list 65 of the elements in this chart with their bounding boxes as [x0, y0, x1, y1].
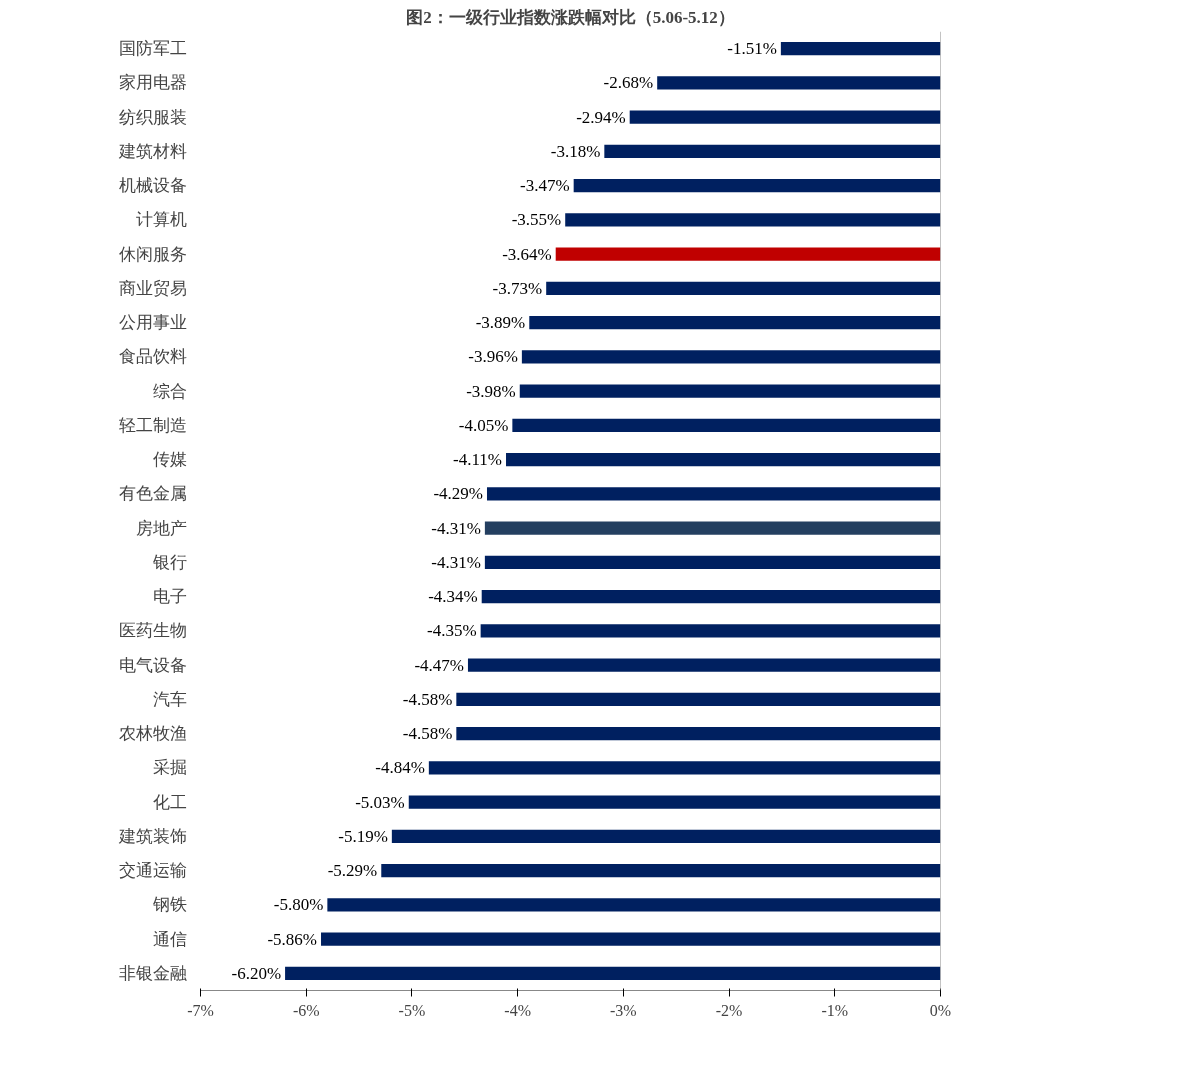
y-tick-label: 机械设备: [118, 176, 187, 196]
data-label: -3.55%: [511, 210, 562, 230]
x-tick-label: -1%: [821, 1001, 849, 1019]
data-label: -3.47%: [520, 176, 570, 196]
y-tick-label: 商业贸易: [118, 278, 187, 298]
y-tick-label: 食品饮料: [118, 347, 187, 367]
data-label: -4.35%: [427, 621, 477, 641]
y-tick-label: 化工: [152, 792, 187, 812]
y-tick-label: 综合: [152, 381, 187, 401]
data-label: -4.58%: [402, 689, 453, 709]
y-tick-label: 休闲服务: [118, 244, 187, 264]
data-label: -4.58%: [402, 724, 453, 744]
data-label: -3.18%: [550, 141, 601, 161]
x-tick-label: 0%: [929, 1001, 952, 1019]
data-label: -6.20%: [231, 963, 282, 983]
y-tick-label: 银行: [151, 552, 187, 572]
y-tick-label: 钢铁: [151, 895, 187, 915]
y-tick-label: 汽车: [152, 689, 187, 709]
data-label: -4.31%: [431, 518, 481, 538]
y-tick-label: 建筑装饰: [117, 826, 187, 846]
data-label: -2.94%: [576, 107, 626, 127]
data-label: -5.03%: [355, 792, 405, 812]
y-tick-label: 纺织服装: [118, 107, 187, 127]
x-tick-label: -3%: [610, 1001, 637, 1019]
y-tick-label: 医药生物: [118, 621, 187, 641]
y-tick-label: 传媒: [152, 450, 187, 470]
data-label: -3.64%: [502, 244, 552, 264]
y-tick-label: 有色金属: [118, 484, 187, 504]
data-label: -1.51%: [727, 39, 777, 59]
data-label: -5.29%: [327, 861, 378, 881]
y-tick-label: 电子: [152, 587, 187, 607]
data-label: -4.47%: [414, 655, 464, 675]
data-label: -4.11%: [453, 450, 503, 470]
data-label: -4.31%: [431, 552, 481, 572]
y-tick-label: 农林牧渔: [118, 724, 187, 744]
y-tick-label: 交通运输: [118, 861, 187, 881]
y-tick-label: 轻工制造: [118, 415, 187, 435]
x-tick-label: -2%: [715, 1001, 743, 1019]
y-tick-label: 家用电器: [118, 73, 187, 93]
data-label: -5.80%: [273, 895, 324, 915]
data-label: -3.96%: [468, 347, 518, 367]
x-tick-label: -6%: [292, 1001, 320, 1019]
data-label: -4.84%: [375, 758, 425, 778]
data-label: -4.05%: [458, 415, 509, 435]
data-label: -3.98%: [466, 381, 516, 401]
y-tick-label: 房地产: [135, 518, 187, 538]
x-tick-label: -4%: [504, 1001, 531, 1019]
data-label: -2.68%: [603, 73, 654, 93]
data-label: -4.29%: [433, 484, 483, 504]
y-tick-label: 采掘: [152, 758, 187, 778]
y-tick-label: 公用事业: [118, 313, 187, 333]
y-tick-label: 建筑材料: [117, 141, 187, 161]
x-tick-label: -5%: [398, 1001, 426, 1019]
x-tick-label: -7%: [187, 1001, 214, 1019]
y-tick-label: 电气设备: [118, 655, 187, 675]
data-label: -5.86%: [267, 929, 318, 949]
chart-title: 图2：一级行业指数涨跌幅对比（5.06-5.12）: [406, 7, 735, 27]
y-tick-label: 非银金融: [118, 963, 187, 983]
data-label: -3.89%: [475, 313, 526, 333]
y-tick-label: 计算机: [135, 210, 187, 230]
data-label: -3.73%: [492, 278, 543, 298]
y-tick-label: 通信: [152, 929, 187, 949]
data-label: -4.34%: [428, 587, 478, 607]
data-label: -5.19%: [338, 826, 388, 846]
y-tick-label: 国防军工: [118, 39, 187, 59]
